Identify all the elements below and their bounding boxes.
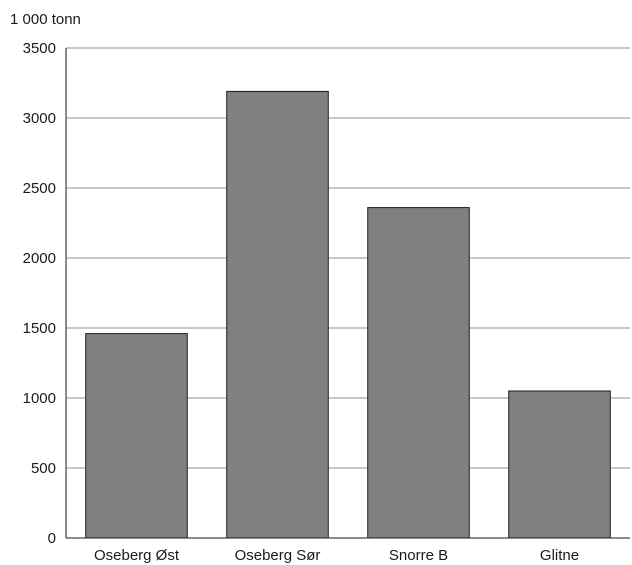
y-tick-label: 1000	[23, 390, 56, 407]
x-tick-label: Snorre B	[389, 547, 448, 564]
y-tick-label: 0	[48, 530, 56, 547]
y-tick-label: 2000	[23, 250, 56, 267]
y-tick-label: 3500	[23, 40, 56, 57]
y-tick-label: 1500	[23, 320, 56, 337]
x-tick-labels: Oseberg Øst Oseberg Sør Snorre B Glitne	[94, 547, 579, 564]
bar-glitne	[508, 390, 611, 539]
bar-oseberg-s-r	[226, 90, 329, 539]
x-tick-label: Oseberg Øst	[94, 547, 180, 564]
y-tick-labels: 0 500 1000 1500 2000 2500 3000 3500	[23, 40, 56, 547]
y-tick-label: 500	[31, 460, 56, 477]
axes	[65, 48, 630, 539]
bar-snorre-b	[367, 207, 470, 539]
y-unit-label: 1 000 tonn	[10, 11, 81, 28]
x-tick-label: Glitne	[540, 547, 579, 564]
bars	[85, 90, 611, 539]
bar-oseberg-st	[85, 333, 188, 539]
x-tick-label: Oseberg Sør	[235, 547, 321, 564]
y-tick-label: 3000	[23, 110, 56, 127]
y-tick-label: 2500	[23, 180, 56, 197]
